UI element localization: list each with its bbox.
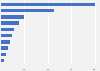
Bar [1, 28, 14, 31]
Bar [1, 9, 54, 12]
Bar [1, 59, 4, 62]
Bar [1, 21, 18, 25]
Bar [1, 34, 12, 37]
Bar [1, 40, 10, 44]
Bar [1, 3, 95, 6]
Bar [1, 53, 6, 56]
Bar [1, 15, 24, 19]
Bar [1, 47, 8, 50]
